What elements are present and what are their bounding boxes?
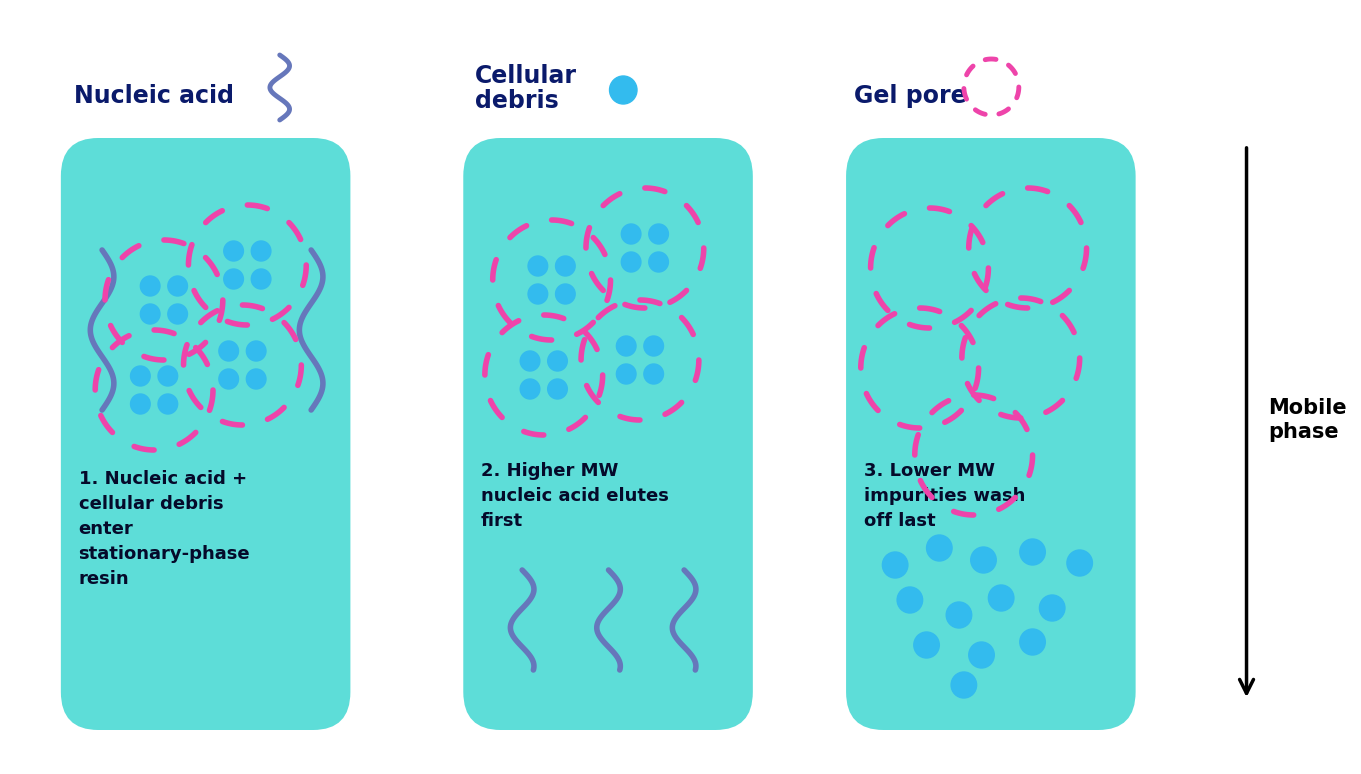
Text: Mobile
phase: Mobile phase (1268, 399, 1347, 442)
Text: Nucleic acid: Nucleic acid (73, 84, 234, 108)
Circle shape (252, 241, 271, 261)
Circle shape (131, 366, 150, 386)
Circle shape (927, 535, 953, 561)
Circle shape (1067, 550, 1093, 576)
Circle shape (528, 284, 547, 304)
Circle shape (140, 304, 161, 324)
Circle shape (528, 256, 547, 276)
Circle shape (167, 304, 188, 324)
Circle shape (167, 276, 188, 296)
Circle shape (140, 276, 161, 296)
Circle shape (649, 252, 668, 272)
Circle shape (649, 224, 668, 244)
Circle shape (520, 351, 540, 371)
Circle shape (547, 379, 568, 399)
Circle shape (246, 341, 265, 361)
Circle shape (555, 284, 576, 304)
Circle shape (219, 341, 238, 361)
Circle shape (644, 364, 664, 384)
Circle shape (913, 632, 939, 658)
Circle shape (617, 364, 636, 384)
Circle shape (644, 336, 664, 356)
Circle shape (946, 602, 972, 628)
Circle shape (1019, 629, 1045, 655)
FancyBboxPatch shape (61, 138, 350, 730)
FancyBboxPatch shape (463, 138, 753, 730)
Circle shape (988, 585, 1014, 611)
Circle shape (622, 224, 641, 244)
Circle shape (882, 552, 908, 578)
Circle shape (223, 241, 244, 261)
Text: 2. Higher MW
nucleic acid elutes
first: 2. Higher MW nucleic acid elutes first (480, 462, 668, 530)
Circle shape (223, 269, 244, 289)
Circle shape (252, 269, 271, 289)
Text: Cellular: Cellular (475, 64, 577, 88)
Circle shape (158, 394, 178, 414)
Circle shape (520, 379, 540, 399)
Circle shape (158, 366, 178, 386)
Circle shape (1019, 539, 1045, 565)
Circle shape (622, 252, 641, 272)
Text: 3. Lower MW
impurities wash
off last: 3. Lower MW impurities wash off last (864, 462, 1025, 530)
Circle shape (1040, 595, 1064, 621)
Circle shape (610, 76, 637, 104)
Circle shape (547, 351, 568, 371)
Circle shape (951, 672, 977, 698)
Circle shape (617, 336, 636, 356)
Circle shape (219, 369, 238, 389)
Text: debris: debris (475, 89, 559, 113)
Text: Gel pore: Gel pore (853, 84, 966, 108)
Circle shape (969, 642, 995, 668)
Circle shape (970, 547, 996, 573)
Circle shape (131, 394, 150, 414)
Circle shape (555, 256, 576, 276)
Circle shape (897, 587, 923, 613)
Circle shape (246, 369, 265, 389)
Text: 1. Nucleic acid +
cellular debris
enter
stationary-phase
resin: 1. Nucleic acid + cellular debris enter … (79, 470, 250, 588)
FancyBboxPatch shape (847, 138, 1135, 730)
